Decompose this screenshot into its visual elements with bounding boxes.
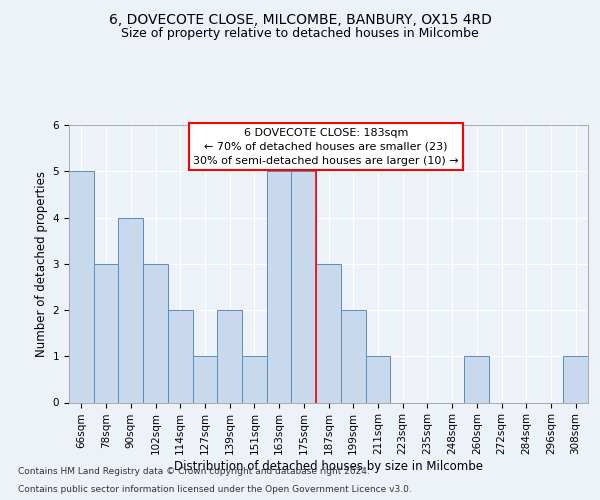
Text: 6, DOVECOTE CLOSE, MILCOMBE, BANBURY, OX15 4RD: 6, DOVECOTE CLOSE, MILCOMBE, BANBURY, OX… <box>109 12 491 26</box>
Text: Size of property relative to detached houses in Milcombe: Size of property relative to detached ho… <box>121 28 479 40</box>
Text: Contains public sector information licensed under the Open Government Licence v3: Contains public sector information licen… <box>18 485 412 494</box>
Bar <box>242 356 267 403</box>
Y-axis label: Number of detached properties: Number of detached properties <box>35 171 49 357</box>
Bar <box>94 264 118 402</box>
Bar <box>118 218 143 402</box>
Bar <box>143 264 168 402</box>
Bar <box>563 356 588 403</box>
Bar <box>341 310 365 402</box>
Bar <box>193 356 217 403</box>
Bar <box>365 356 390 403</box>
X-axis label: Distribution of detached houses by size in Milcombe: Distribution of detached houses by size … <box>174 460 483 473</box>
Text: 6 DOVECOTE CLOSE: 183sqm
← 70% of detached houses are smaller (23)
30% of semi-d: 6 DOVECOTE CLOSE: 183sqm ← 70% of detach… <box>193 128 459 166</box>
Bar <box>168 310 193 402</box>
Bar <box>69 171 94 402</box>
Bar <box>316 264 341 402</box>
Bar <box>464 356 489 403</box>
Bar <box>292 171 316 402</box>
Bar <box>217 310 242 402</box>
Bar <box>267 171 292 402</box>
Text: Contains HM Land Registry data © Crown copyright and database right 2024.: Contains HM Land Registry data © Crown c… <box>18 467 370 476</box>
